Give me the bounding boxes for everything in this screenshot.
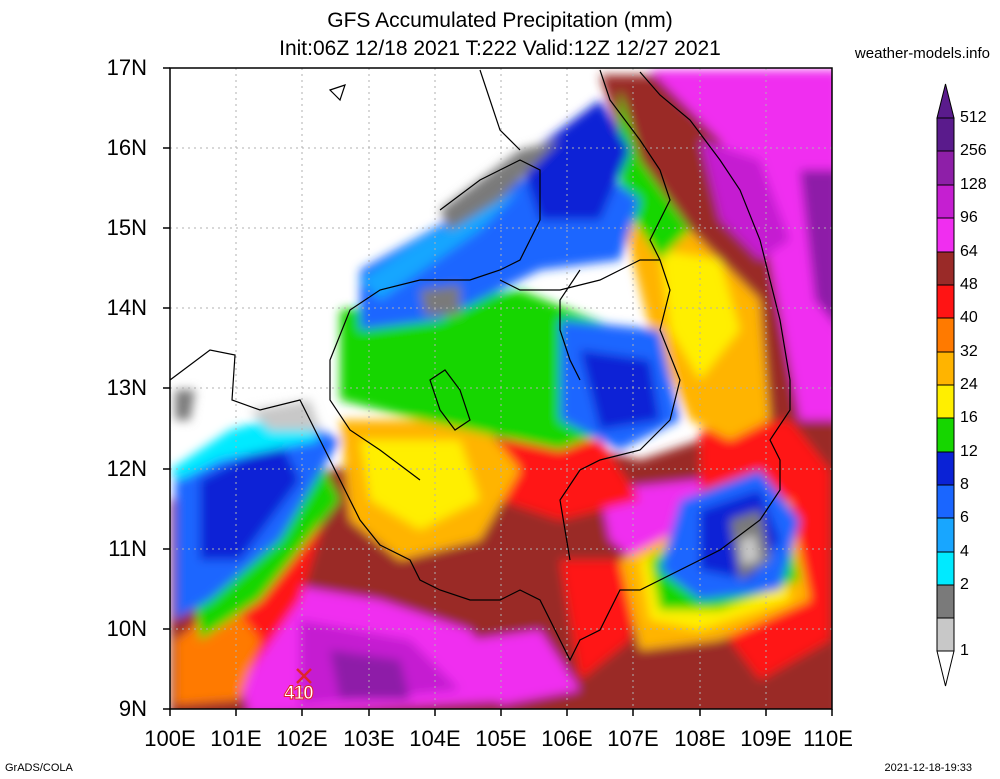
lat-label: 11N [108,536,147,561]
lat-label: 12N [106,456,147,481]
lat-label: 15N [106,215,147,240]
colorbar-label: 128 [960,176,987,193]
lon-label: 103E [343,726,395,751]
lon-label: 100E [144,726,196,751]
lat-label: 16N [106,135,147,160]
max-precip-value: 410 [284,683,315,705]
colorbar-label: 32 [960,343,978,360]
colorbar-label: 512 [960,109,987,126]
axis-ticks [163,67,833,716]
lon-label: 108E [674,726,726,751]
colorbar-label: 256 [960,142,987,159]
lat-label: 9N [118,696,147,721]
footer-credit: GrADS/COLA [5,762,73,774]
lat-label: 14N [106,295,147,320]
colorbar-label: 48 [960,276,978,293]
colorbar-label: 40 [960,309,978,326]
x-mark-icon [296,668,312,684]
lat-label: 13N [106,375,147,400]
colorbar-label: 64 [960,243,978,260]
lon-label: 102E [276,726,328,751]
precip-field [170,68,832,709]
lon-label: 109E [740,726,792,751]
colorbar-label: 16 [960,409,978,426]
lon-label: 110E [803,726,853,751]
lon-label: 101E [210,726,262,751]
lon-label: 105E [475,726,527,751]
lon-label: 107E [607,726,659,751]
lat-label: 10N [106,616,147,641]
colorbar-label: 2 [960,576,969,593]
colorbar-label: 24 [960,376,978,393]
colorbar-label: 96 [960,209,978,226]
colorbar-label: 1 [960,642,969,659]
colorbar-label: 4 [960,543,969,560]
lon-label: 104E [409,726,461,751]
footer-timestamp: 2021-12-18-19:33 [884,762,972,774]
site-name: weather-models.info [854,45,990,62]
colorbar-label: 12 [960,443,978,460]
lat-label: 17N [106,55,147,80]
colorbar-label: 6 [960,509,969,526]
colorbar-label: 8 [960,476,969,493]
colorbar [936,83,955,687]
map-title: GFS Accumulated Precipitation (mm) [327,9,673,32]
lon-label: 106E [541,726,593,751]
grid-lines [170,68,832,709]
coastline-borders [169,69,791,662]
map-subtitle: Init:06Z 12/18 2021 T:222 Valid:12Z 12/2… [279,37,721,60]
